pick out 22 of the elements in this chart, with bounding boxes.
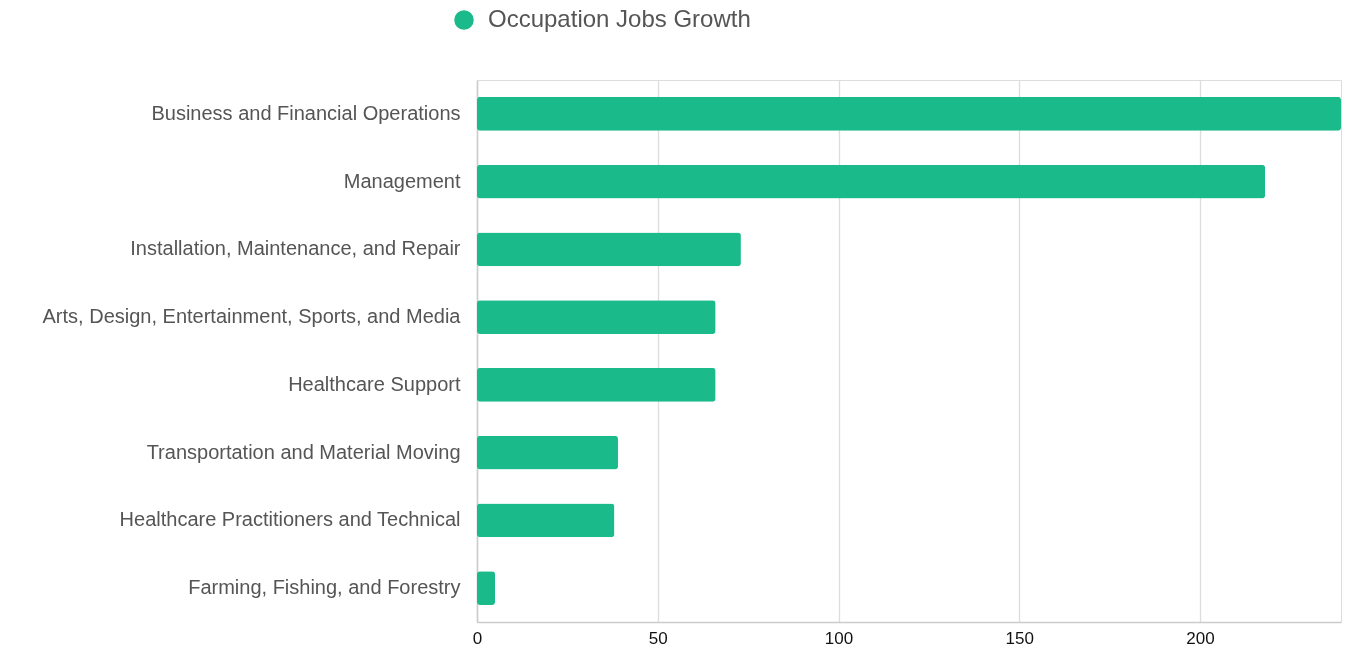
bar [477, 503, 615, 538]
bar [477, 232, 741, 267]
legend-label: Occupation Jobs Growth [488, 5, 751, 32]
bar [477, 300, 716, 335]
x-tick-label: 200 [1186, 628, 1215, 648]
x-tick-label: 150 [1005, 628, 1034, 648]
x-tick-label: 50 [648, 628, 668, 648]
y-tick-label: Healthcare Support [288, 372, 461, 395]
bar [477, 96, 1341, 131]
y-tick-label: Farming, Fishing, and Forestry [188, 576, 461, 599]
y-tick-label: Arts, Design, Entertainment, Sports, and Media [42, 305, 462, 328]
bar [477, 367, 716, 402]
y-tick-label: Management [343, 169, 461, 192]
x-tick-label: 100 [824, 628, 854, 648]
bar [477, 164, 1266, 199]
y-tick-label: Installation, Maintenance, and Repair [130, 237, 461, 260]
y-tick-label: Healthcare Practitioners and Technical [119, 508, 461, 531]
bar [477, 571, 496, 606]
y-tick-label: Business and Financial Operations [151, 101, 461, 124]
y-tick-label: Transportation and Material Moving [146, 440, 461, 463]
bar [477, 435, 618, 470]
x-tick-label: 0 [472, 628, 483, 648]
